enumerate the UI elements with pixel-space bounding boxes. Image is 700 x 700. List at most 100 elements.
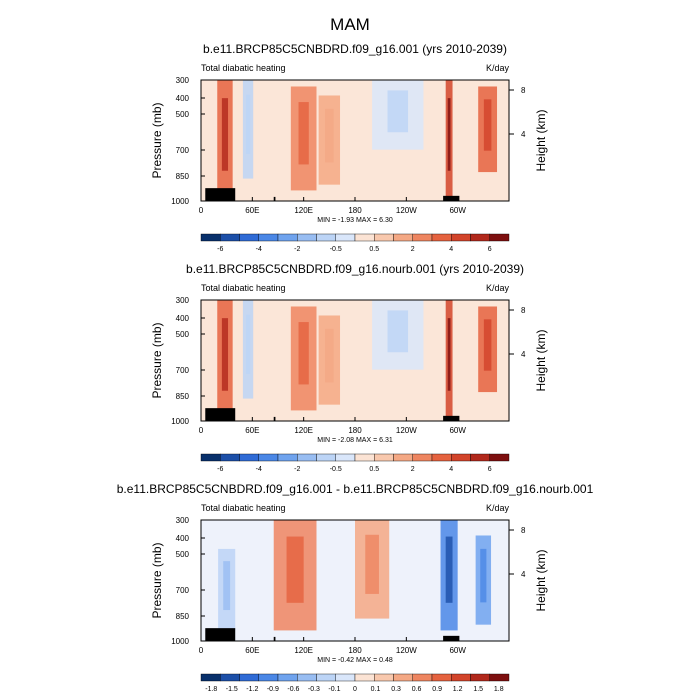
field-core-east-pacific-min (387, 310, 409, 353)
panel-title: b.e11.BRCP85C5CNBDRD.f09_g16.001 (yrs 20… (203, 42, 507, 56)
field-core-indian-ocean-min (246, 314, 251, 374)
x-tick-label: 120W (396, 206, 417, 215)
colorbar-label: -0.6 (287, 686, 299, 693)
field-core-east-pacific-min (387, 90, 409, 133)
field-core-atlantic-africa (483, 319, 492, 371)
panel-variable-label: Total diabatic heating (201, 503, 286, 513)
colorbar-swatch (412, 233, 433, 242)
y-tick-label: 700 (176, 146, 190, 155)
colorbar-swatch (354, 233, 375, 242)
colorbar-label: 2 (411, 246, 415, 253)
colorbar-swatch (239, 233, 259, 242)
colorbar-swatch (297, 233, 317, 242)
colorbar-swatch (431, 673, 452, 682)
topography-3 (443, 195, 460, 201)
colorbar-label: 0 (353, 686, 357, 693)
y-tick-label: 850 (176, 392, 190, 401)
topography-3 (443, 415, 460, 421)
colorbar-swatch (316, 673, 336, 682)
field-core-atlantic-africa (483, 99, 492, 151)
panel-title: b.e11.BRCP85C5CNBDRD.f09_g16.nourb.001 (… (186, 262, 524, 276)
panel-units-label: K/day (486, 283, 510, 293)
colorbar-swatch (431, 233, 452, 242)
panel-1: b.e11.BRCP85C5CNBDRD.f09_g16.001 (yrs 20… (150, 42, 548, 253)
colorbar-label: -2 (294, 466, 300, 473)
field-core-maritime-continent (298, 102, 309, 165)
z-tick-label: 4 (521, 350, 526, 359)
panels: b.e11.BRCP85C5CNBDRD.f09_g16.001 (yrs 20… (117, 42, 594, 693)
y-tick-label: 1000 (171, 197, 189, 206)
x-tick-label: 60W (449, 646, 466, 655)
colorbar-swatch (200, 673, 221, 682)
field-core-west-pacific (325, 328, 334, 383)
x-tick-label: 120W (396, 646, 417, 655)
colorbar-label: -6 (217, 466, 223, 473)
z-axis-title: Height (km) (534, 329, 548, 391)
z-tick-label: 8 (521, 306, 526, 315)
min-max-label: MIN = -1.93 MAX = 6.30 (317, 217, 393, 224)
colorbar-label: -2 (294, 246, 300, 253)
colorbar-label: -0.1 (328, 686, 340, 693)
y-tick-label: 700 (176, 366, 190, 375)
colorbar-swatch (297, 453, 317, 462)
colorbar-swatch (412, 673, 433, 682)
z-axis-title: Height (km) (534, 109, 548, 171)
colorbar-label: 6 (488, 246, 492, 253)
colorbar-label: 0.3 (391, 686, 401, 693)
panel-variable-label: Total diabatic heating (201, 63, 286, 73)
z-tick-label: 4 (521, 130, 526, 139)
field-core-central-pacific-pos (365, 534, 379, 594)
colorbar-label: 1.5 (473, 686, 483, 693)
colorbar-swatch (335, 233, 356, 242)
y-tick-label: 850 (176, 172, 190, 181)
x-tick-label: 120E (294, 426, 313, 435)
y-axis-title: Pressure (mb) (150, 322, 164, 398)
colorbar-swatch (258, 673, 279, 682)
colorbar-swatch (470, 453, 490, 462)
topography-2 (273, 416, 276, 421)
field-core-south-america-andes (447, 318, 451, 391)
colorbar-label: -0.5 (330, 246, 342, 253)
x-tick-label: 60W (449, 206, 466, 215)
topography-1 (205, 408, 236, 421)
colorbar-label: 0.9 (432, 686, 442, 693)
colorbar-label: 2 (411, 466, 415, 473)
topography-2 (273, 636, 276, 641)
y-tick-label: 400 (176, 534, 190, 543)
colorbar-label: -1.8 (205, 686, 217, 693)
field-core-maritime-continent (298, 322, 309, 385)
panel-title: b.e11.BRCP85C5CNBDRD.f09_g16.001 - b.e11… (117, 482, 594, 496)
colorbar-swatch (393, 233, 413, 242)
z-tick-label: 4 (521, 570, 526, 579)
colorbar-label: -0.3 (308, 686, 320, 693)
colorbar-swatch (220, 233, 240, 242)
x-tick-label: 60E (245, 646, 259, 655)
colorbar-swatch (354, 673, 375, 682)
y-axis-title: Pressure (mb) (150, 542, 164, 618)
x-tick-label: 0 (199, 426, 204, 435)
y-tick-label: 500 (176, 110, 190, 119)
colorbar-label: -4 (256, 466, 262, 473)
colorbar-label: 4 (449, 246, 453, 253)
colorbar-swatch (277, 453, 298, 462)
colorbar-swatch (451, 453, 471, 462)
colorbar-swatch (470, 233, 490, 242)
colorbar-swatch (258, 233, 279, 242)
y-tick-label: 700 (176, 586, 190, 595)
colorbar-label: 1.2 (453, 686, 463, 693)
x-tick-label: 180 (348, 646, 362, 655)
colorbar-label: -1.5 (226, 686, 238, 693)
colorbar-swatch (220, 453, 240, 462)
colorbar-swatch (220, 673, 240, 682)
panel-2: b.e11.BRCP85C5CNBDRD.f09_g16.nourb.001 (… (150, 262, 548, 473)
field-core-west-pacific (325, 108, 334, 163)
colorbar-swatch (374, 673, 394, 682)
topography-3 (443, 635, 460, 641)
colorbar-swatch (316, 453, 336, 462)
colorbar-label: -0.9 (267, 686, 279, 693)
x-tick-label: 60W (449, 426, 466, 435)
figure-title: MAM (330, 15, 370, 34)
x-tick-label: 120W (396, 426, 417, 435)
colorbar-swatch (277, 673, 298, 682)
y-tick-label: 300 (176, 296, 190, 305)
